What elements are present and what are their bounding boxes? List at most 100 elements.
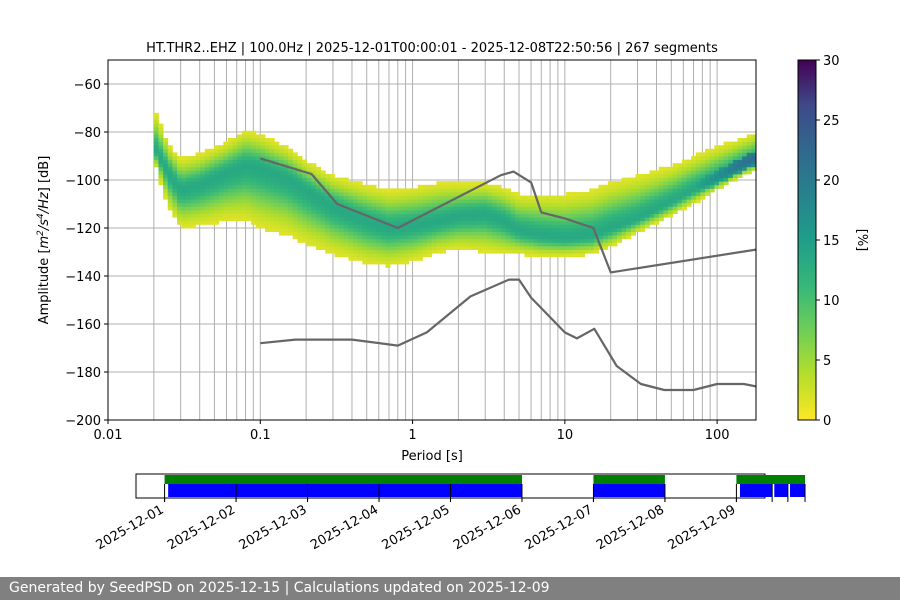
- psd-cell: [357, 246, 363, 250]
- psd-cell: [297, 181, 303, 186]
- psd-cell: [265, 170, 271, 175]
- psd-cell: [454, 242, 460, 247]
- psd-cell: [302, 166, 308, 171]
- psd-cell: [445, 210, 451, 214]
- psd-cell: [612, 210, 618, 214]
- psd-cell: [390, 249, 396, 254]
- psd-cell: [227, 159, 233, 164]
- psd-cell: [714, 163, 720, 168]
- psd-cell: [570, 192, 576, 196]
- psd-cell: [366, 246, 372, 250]
- psd-cell: [529, 249, 535, 254]
- psd-cell: [487, 238, 493, 243]
- psd-cell: [390, 242, 396, 247]
- psd-cell: [357, 231, 363, 236]
- psd-cell: [579, 235, 586, 240]
- psd-cell: [603, 217, 609, 222]
- y-tick-label: −120: [65, 222, 101, 237]
- psd-cell: [167, 199, 173, 204]
- psd-cell: [274, 206, 280, 211]
- psd-cell: [635, 202, 641, 207]
- psd-cell: [158, 141, 164, 146]
- psd-cell: [431, 220, 437, 225]
- psd-cell: [186, 199, 192, 204]
- psd-cell: [496, 235, 502, 240]
- psd-cell: [394, 202, 400, 207]
- psd-cell: [186, 217, 192, 222]
- psd-cell: [353, 199, 359, 204]
- psd-cell: [274, 195, 280, 200]
- psd-cell: [667, 166, 674, 171]
- psd-cell: [403, 246, 409, 250]
- psd-cell: [385, 224, 391, 229]
- psd-cell: [408, 210, 414, 214]
- psd-segment-bar: [774, 484, 788, 497]
- psd-cell: [246, 192, 252, 196]
- psd-cell: [570, 242, 576, 247]
- psd-cell: [538, 213, 544, 218]
- psd-cell: [399, 206, 405, 211]
- psd-cell: [292, 231, 298, 236]
- psd-cell: [343, 181, 349, 186]
- psd-cell: [343, 210, 349, 214]
- psd-cell: [644, 213, 650, 218]
- psd-cell: [399, 231, 405, 236]
- psd-cell: [278, 206, 284, 211]
- psd-cell: [260, 206, 266, 211]
- psd-cell: [723, 166, 729, 171]
- psd-cell: [482, 192, 488, 196]
- psd-cell: [468, 181, 474, 186]
- psd-cell: [635, 195, 641, 200]
- psd-cell: [348, 246, 354, 250]
- psd-cell: [329, 228, 335, 232]
- psd-cell: [714, 181, 720, 186]
- psd-cell: [496, 210, 502, 214]
- psd-cell: [274, 192, 280, 196]
- psd-cell: [427, 199, 433, 204]
- psd-cell: [566, 199, 572, 204]
- psd-cell: [579, 224, 586, 229]
- psd-cell: [408, 224, 414, 229]
- psd-cell: [408, 238, 414, 243]
- psd-cell: [246, 134, 252, 139]
- psd-cell: [635, 228, 641, 232]
- psd-cell: [445, 220, 451, 225]
- psd-cell: [218, 181, 224, 186]
- psd-cell: [167, 156, 173, 160]
- psd-cell: [413, 192, 419, 196]
- psd-cell: [672, 170, 678, 175]
- psd-cell: [251, 148, 257, 153]
- psd-cell: [274, 156, 280, 160]
- psd-cell: [163, 138, 169, 142]
- psd-cell: [390, 199, 396, 204]
- psd-cell: [311, 166, 317, 171]
- psd-cell: [315, 166, 321, 171]
- psd-cell: [218, 213, 224, 218]
- psd-cell: [552, 242, 558, 247]
- psd-cell: [214, 170, 220, 175]
- psd-cell: [195, 206, 201, 211]
- psd-cell: [209, 166, 215, 171]
- psd-cell: [292, 181, 298, 186]
- psd-cell: [251, 166, 257, 171]
- psd-cell: [274, 145, 280, 150]
- psd-cell: [153, 159, 159, 164]
- psd-cell: [297, 217, 303, 222]
- psd-cell: [607, 217, 613, 222]
- psd-cell: [353, 202, 359, 207]
- psd-cell: [566, 202, 572, 207]
- psd-cell: [265, 152, 271, 157]
- psd-cell: [394, 206, 400, 211]
- psd-cell: [705, 163, 711, 168]
- psd-cell: [468, 213, 474, 218]
- psd-cell: [177, 210, 183, 214]
- psd-cell: [533, 213, 539, 218]
- psd-cell: [232, 199, 238, 204]
- psd-cell: [315, 235, 321, 240]
- psd-cell: [200, 217, 206, 222]
- psd-cell: [496, 231, 502, 236]
- psd-cell: [542, 210, 548, 214]
- psd-cell: [431, 238, 437, 243]
- psd-cell: [417, 192, 423, 196]
- psd-cell: [510, 206, 516, 211]
